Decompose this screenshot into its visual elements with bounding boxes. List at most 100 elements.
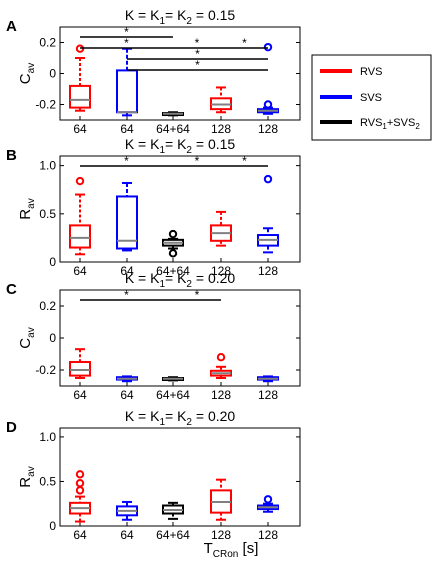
panel-B: B K = K1= K2 = 0.15 Rav 1.0 0.5 0 64 64 64+64 128… bbox=[6, 136, 301, 278]
y-tick-label: 0.5 bbox=[39, 207, 56, 221]
box-2 bbox=[116, 375, 138, 383]
x-tick-label: 64 bbox=[120, 528, 134, 542]
y-tick-label: 0 bbox=[49, 67, 56, 81]
x-tick-label: 64 bbox=[120, 264, 134, 278]
plot-frame bbox=[59, 289, 301, 387]
plot-frame bbox=[59, 26, 301, 121]
significance-bracket: * bbox=[173, 36, 221, 50]
legend-label-combined: RVS1+SVS2 bbox=[360, 117, 420, 131]
panel-title: K = K1= K2 = 0.20 bbox=[125, 270, 236, 290]
box-3 bbox=[162, 229, 184, 258]
panel-title: K = K1= K2 = 0.15 bbox=[125, 7, 236, 27]
significance-star: * bbox=[124, 288, 129, 302]
x-tick-label: 64+64 bbox=[156, 388, 190, 402]
y-axis-label: Cav bbox=[17, 63, 37, 84]
box-5 bbox=[257, 495, 279, 513]
legend: RVS SVS RVS1+SVS2 bbox=[311, 54, 432, 141]
x-tick-label: 128 bbox=[258, 264, 278, 278]
outlier-point bbox=[75, 486, 85, 495]
y-tick-label: 0.2 bbox=[39, 299, 56, 313]
outlier-point bbox=[168, 249, 178, 258]
x-tick-label: 64+64 bbox=[156, 122, 190, 136]
panel-label: D bbox=[6, 419, 17, 436]
x-axis-label: TCRon [s] bbox=[204, 540, 259, 560]
x-tick-label: 128 bbox=[258, 122, 278, 136]
x-tick-label: 128 bbox=[258, 388, 278, 402]
plot-frame bbox=[59, 427, 301, 527]
significance-star: * bbox=[195, 58, 200, 72]
panel-label: B bbox=[6, 147, 17, 164]
box-body bbox=[116, 195, 138, 250]
y-tick-label: 0 bbox=[49, 519, 56, 533]
y-axis-label: Rav bbox=[17, 466, 37, 487]
legend-label-rvs: RVS bbox=[360, 66, 382, 78]
y-tick-label: 0 bbox=[49, 255, 56, 269]
significance-star: * bbox=[124, 36, 129, 50]
box-3 bbox=[162, 501, 184, 520]
legend-label-svs: SVS bbox=[360, 92, 382, 104]
x-tick-label: 64+64 bbox=[156, 528, 190, 542]
box-body bbox=[69, 84, 91, 109]
y-axis-label: Rav bbox=[17, 198, 37, 219]
outlier-point bbox=[75, 479, 85, 488]
x-tick-label: 128 bbox=[211, 528, 231, 542]
significance-bracket: * bbox=[173, 154, 221, 168]
plot-frame bbox=[59, 155, 301, 263]
y-tick-label: 0 bbox=[49, 331, 56, 345]
panel-label: C bbox=[6, 281, 17, 298]
box-2 bbox=[116, 500, 138, 521]
x-tick-label: 64 bbox=[120, 388, 134, 402]
box-2 bbox=[116, 181, 138, 252]
box-1 bbox=[69, 470, 91, 523]
box-5 bbox=[257, 375, 279, 383]
box-3 bbox=[162, 111, 184, 117]
outlier-point bbox=[263, 100, 273, 109]
outlier-point bbox=[263, 495, 273, 504]
significance-star: * bbox=[124, 25, 129, 39]
x-tick-label: 64+64 bbox=[156, 264, 190, 278]
panel-title: K = K1= K2 = 0.20 bbox=[125, 408, 236, 428]
x-tick-label: 64 bbox=[73, 264, 87, 278]
box-5 bbox=[257, 42, 279, 115]
significance-star: * bbox=[242, 154, 247, 168]
x-tick-label: 128 bbox=[211, 122, 231, 136]
box-4 bbox=[210, 86, 232, 114]
outlier-point bbox=[75, 470, 85, 479]
significance-star: * bbox=[195, 154, 200, 168]
box-body bbox=[69, 224, 91, 249]
significance-bracket: * bbox=[80, 36, 173, 50]
box-body bbox=[116, 69, 138, 114]
y-tick-label: 1.0 bbox=[39, 430, 56, 444]
outlier-point bbox=[75, 176, 85, 186]
outlier-point bbox=[216, 353, 226, 362]
significance-star: * bbox=[124, 154, 129, 168]
x-tick-label: 64 bbox=[73, 388, 87, 402]
significance-star: * bbox=[195, 36, 200, 50]
outlier-point bbox=[168, 229, 178, 239]
y-tick-label: 0.2 bbox=[39, 36, 56, 50]
significance-star: * bbox=[242, 36, 247, 50]
significance-bracket: * bbox=[221, 36, 268, 50]
x-tick-label: 64 bbox=[73, 528, 87, 542]
significance-star: * bbox=[195, 288, 200, 302]
box-1 bbox=[69, 176, 91, 256]
panel-title: K = K1= K2 = 0.15 bbox=[125, 136, 236, 156]
panel-D: D K = K1= K2 = 0.20 Rav 1.0 0.5 0 64 64 64+64 128… bbox=[6, 408, 301, 542]
box-5 bbox=[257, 174, 279, 254]
panel-label: A bbox=[6, 18, 17, 35]
x-tick-label: 64 bbox=[73, 122, 87, 136]
outlier-point bbox=[263, 174, 273, 184]
x-tick-label: 128 bbox=[211, 388, 231, 402]
x-tick-label: 64 bbox=[120, 122, 134, 136]
significance-bracket: * bbox=[221, 154, 268, 168]
outlier-point bbox=[263, 42, 273, 52]
box-3 bbox=[162, 376, 184, 382]
significance-bracket: * bbox=[127, 47, 268, 61]
y-tick-label: -0.2 bbox=[35, 363, 56, 377]
significance-star: * bbox=[195, 47, 200, 61]
y-tick-label: -0.2 bbox=[35, 98, 56, 112]
y-tick-label: 0.5 bbox=[39, 474, 56, 488]
